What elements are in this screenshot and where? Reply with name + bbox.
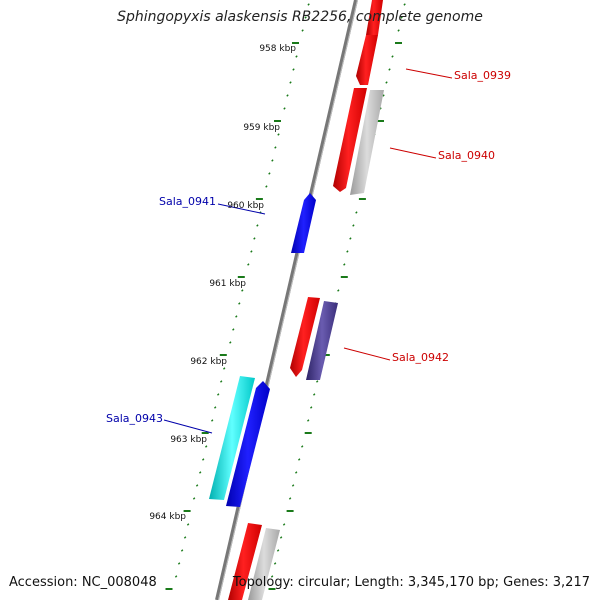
tick-minor xyxy=(382,94,385,97)
leader-sala-0943 xyxy=(163,419,213,434)
tick-minor xyxy=(315,380,319,383)
gene-sala-0943[interactable] xyxy=(209,376,270,507)
tick-minor xyxy=(346,250,349,253)
tick-minor xyxy=(180,549,184,552)
gene-label-sala-0939[interactable]: Sala_0939 xyxy=(454,69,512,82)
tick-minor xyxy=(174,575,178,578)
tick-minor xyxy=(306,419,310,422)
gene-label-sala-0942[interactable]: Sala_0942 xyxy=(392,351,450,364)
tick-minor xyxy=(282,523,286,526)
gene-label-sala-0941[interactable]: Sala_0941 xyxy=(158,195,216,208)
tick-label-961: 961 kbp xyxy=(209,279,246,289)
tick-minor xyxy=(403,3,406,6)
leader-sala-0941 xyxy=(217,203,266,215)
tick-minor xyxy=(301,29,304,32)
tick-minor xyxy=(238,302,241,305)
tick-minor xyxy=(216,393,220,396)
tick-minor xyxy=(213,406,217,409)
tick-minor xyxy=(307,3,310,6)
tick-minor xyxy=(247,263,250,266)
tick-minor xyxy=(304,16,307,19)
tick-minor xyxy=(232,328,235,331)
tick-minor xyxy=(210,419,214,422)
tick-minor xyxy=(253,237,256,240)
tick-minor xyxy=(385,81,388,84)
tick-minor xyxy=(198,471,202,474)
tick-label-960: 960 kbp xyxy=(227,201,264,211)
tick-minor xyxy=(337,289,340,292)
tick-minor xyxy=(312,393,316,396)
tick-minor xyxy=(201,458,205,461)
gene-sala-0941[interactable] xyxy=(291,193,316,253)
tick-minor xyxy=(388,68,391,71)
tick-minor xyxy=(286,94,289,97)
tick-minor xyxy=(273,562,277,565)
tick-minor xyxy=(295,55,298,58)
tick-minor xyxy=(204,445,208,448)
tick-minor xyxy=(222,367,226,370)
tick-minor xyxy=(279,536,283,539)
tick-minor xyxy=(256,224,259,227)
tick-minor xyxy=(292,68,295,71)
leader-sala-0939 xyxy=(405,68,453,79)
tick-minor xyxy=(250,250,253,253)
genome-summary-text: Topology: circular; Length: 3,345,170 bp… xyxy=(232,575,590,590)
tick-minor xyxy=(297,458,301,461)
tick-minor xyxy=(400,16,403,19)
tick-track-left xyxy=(165,3,310,590)
tick-minor xyxy=(271,159,274,162)
tick-minor xyxy=(309,406,313,409)
gene-unlabeled-forward[interactable] xyxy=(228,523,280,600)
accession-text: Accession: NC_008048 xyxy=(9,575,157,590)
genome-backbone xyxy=(215,0,358,600)
tick-minor xyxy=(391,55,394,58)
tick-label-964: 964 kbp xyxy=(149,512,186,522)
tick-minor xyxy=(219,380,223,383)
tick-minor xyxy=(283,107,286,110)
gene-sala-0939[interactable] xyxy=(356,0,383,85)
tick-minor xyxy=(277,133,280,136)
tick-label-959: 959 kbp xyxy=(243,123,280,133)
map-title: Sphingopyxis alaskensis RB2256, complete… xyxy=(117,9,483,25)
tick-minor xyxy=(192,497,196,500)
tick-label-963: 963 kbp xyxy=(170,435,207,445)
gene-label-sala-0940[interactable]: Sala_0940 xyxy=(438,149,496,162)
tick-minor xyxy=(355,211,358,214)
tick-minor xyxy=(183,536,187,539)
tick-minor xyxy=(186,523,190,526)
tick-label-962: 962 kbp xyxy=(190,357,227,367)
tick-minor xyxy=(268,172,271,175)
tick-minor xyxy=(265,185,268,188)
tick-label-958: 958 kbp xyxy=(259,44,296,54)
gene-sala-0940[interactable] xyxy=(333,88,384,195)
tick-minor xyxy=(270,575,274,578)
tick-minor xyxy=(294,471,298,474)
tick-minor xyxy=(352,224,355,227)
tick-minor xyxy=(177,562,181,565)
tick-minor xyxy=(291,484,295,487)
tick-minor xyxy=(274,146,277,149)
gene-label-sala-0943[interactable]: Sala_0943 xyxy=(105,412,163,425)
gene-sala-0942[interactable] xyxy=(290,297,338,380)
tick-minor xyxy=(397,29,400,32)
tick-minor xyxy=(195,484,199,487)
tick-minor xyxy=(229,341,232,344)
leader-sala-0940 xyxy=(389,147,437,159)
tick-minor xyxy=(289,81,292,84)
tick-minor xyxy=(300,445,304,448)
tick-minor xyxy=(343,263,346,266)
tick-minor xyxy=(241,289,244,292)
tick-minor xyxy=(349,237,352,240)
tick-minor xyxy=(288,497,292,500)
tick-minor xyxy=(276,549,280,552)
tick-minor xyxy=(235,315,238,318)
leader-sala-0942 xyxy=(343,347,391,361)
